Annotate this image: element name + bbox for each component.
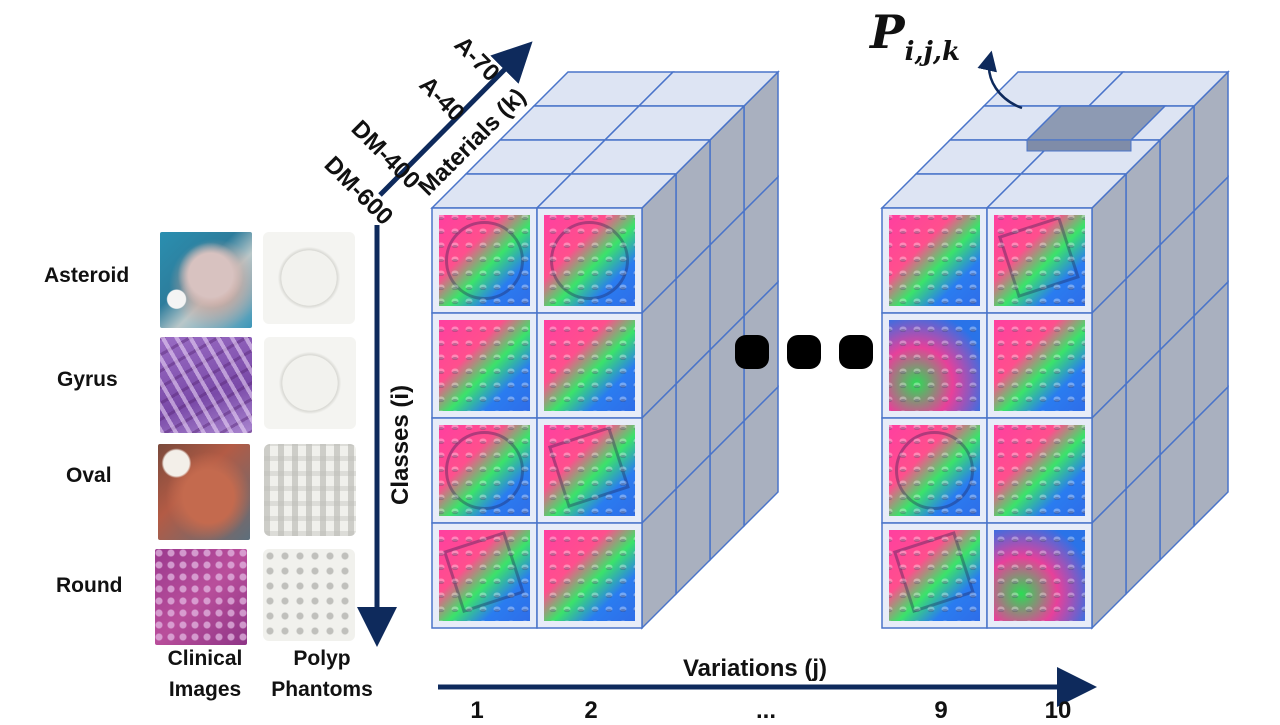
class-label-round: Round (56, 574, 123, 597)
cell-texture-dimples (544, 425, 635, 516)
data-block-right (880, 70, 1230, 630)
highlighted-cell-front (1026, 139, 1132, 152)
cell-texture (889, 320, 980, 411)
clinical-image-asteroid (160, 232, 252, 328)
cell-texture-dimples (439, 425, 530, 516)
phantom-image-gyrus (264, 337, 356, 429)
variation-tick-label: ... (756, 697, 776, 720)
caption-line: Phantoms (271, 678, 373, 701)
cell-texture (439, 425, 530, 516)
data-block-left (430, 70, 780, 630)
cell-texture-dimples (994, 320, 1085, 411)
cell-texture-dimples (544, 320, 635, 411)
cell-texture-dimples (994, 530, 1085, 621)
phantom-image-asteroid (263, 232, 355, 324)
cell-texture (889, 530, 980, 621)
classes-axis-label: Classes (i) (387, 385, 414, 505)
caption-line: Polyp (293, 647, 351, 670)
clinical-image-oval (158, 444, 250, 540)
clinical-image-gyrus (160, 337, 252, 433)
point-label-main: P (868, 5, 906, 59)
cell-texture (994, 320, 1085, 411)
cell-texture-dimples (544, 530, 635, 621)
cell-texture (544, 425, 635, 516)
cell-texture (889, 215, 980, 306)
cell-texture (544, 215, 635, 306)
point-label: Pi,j,k (868, 5, 960, 67)
class-label-asteroid: Asteroid (44, 264, 130, 287)
materials-axis-arrow (378, 41, 533, 197)
cell-texture-dimples (439, 215, 530, 306)
ellipsis-dot (839, 335, 873, 369)
caption-line: Clinical (167, 647, 243, 670)
point-label-subscript: i,j,k (905, 37, 960, 67)
cell-texture-dimples (994, 425, 1085, 516)
cell-texture-dimples (439, 530, 530, 621)
curved-arrow-icon (977, 50, 1023, 110)
column-caption-phantom: Polyp Phantoms (262, 643, 382, 705)
cell-texture (994, 425, 1085, 516)
variation-tick-label: 9 (934, 697, 947, 720)
variation-tick-label: 10 (1045, 697, 1072, 720)
class-label-gyrus: Gyrus (57, 368, 118, 391)
ellipsis-dot (787, 335, 821, 369)
phantom-image-round (263, 549, 355, 641)
cell-texture (994, 530, 1085, 621)
column-caption-clinical: Clinical Images (150, 643, 260, 705)
cell-texture-dimples (994, 215, 1085, 306)
material-tick-label: A-40 (414, 71, 470, 127)
cell-texture (439, 530, 530, 621)
cell-texture (439, 320, 530, 411)
class-label-oval: Oval (66, 464, 112, 487)
cell-texture-dimples (544, 215, 635, 306)
ellipsis-dot (735, 335, 769, 369)
cell-texture-dimples (439, 320, 530, 411)
cell-texture (544, 530, 635, 621)
cell-texture-dimples (889, 215, 980, 306)
highlighted-cell (1025, 105, 1167, 152)
variation-tick-label: 1 (470, 697, 483, 720)
cell-texture (994, 215, 1085, 306)
cell-texture (544, 320, 635, 411)
caption-line: Images (168, 678, 242, 701)
cell-texture-dimples (889, 530, 980, 621)
variation-tick-label: 2 (584, 697, 597, 720)
cell-texture (439, 215, 530, 306)
cell-texture-dimples (889, 320, 980, 411)
cell-texture-dimples (889, 425, 980, 516)
cell-texture (889, 425, 980, 516)
variations-axis-label: Variations (j) (683, 655, 827, 682)
phantom-image-oval (264, 444, 356, 536)
clinical-image-round (155, 549, 247, 645)
